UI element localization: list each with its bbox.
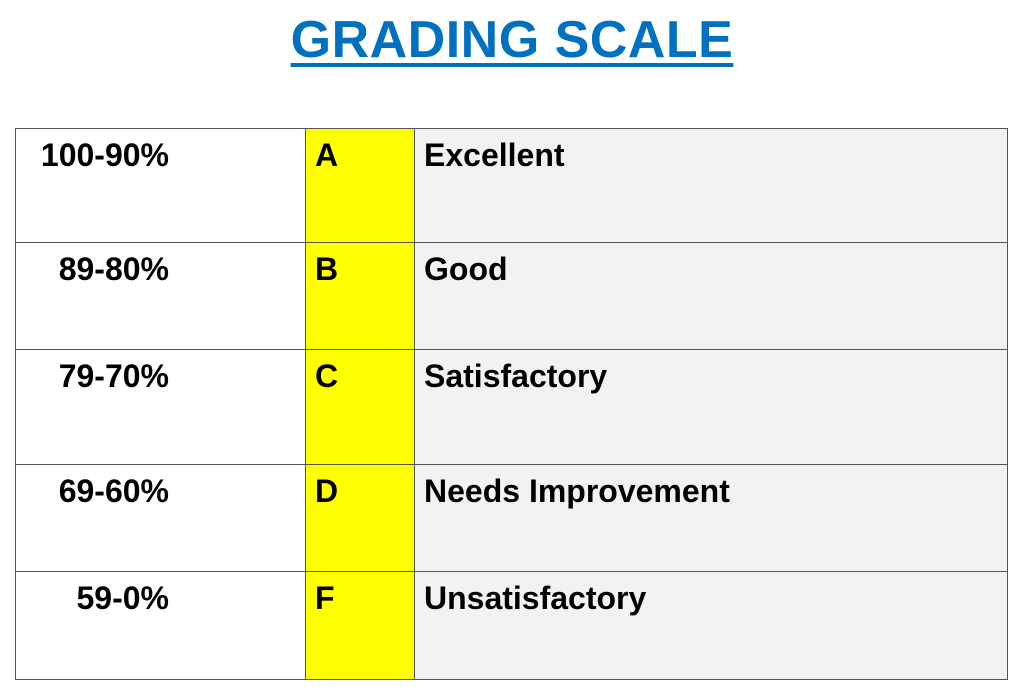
grade-range-cell: 89-80% <box>15 242 306 350</box>
grade-description-cell: Needs Improvement <box>414 464 1008 572</box>
table-row: 79-70% C Satisfactory <box>15 349 1008 465</box>
grade-description-cell: Unsatisfactory <box>414 571 1008 680</box>
grade-range-cell: 59-0% <box>15 571 306 680</box>
grade-range-cell: 100-90% <box>15 128 306 243</box>
grade-letter-cell: B <box>305 242 415 350</box>
grade-description-cell: Good <box>414 242 1008 350</box>
grade-letter-cell: F <box>305 571 415 680</box>
table-row: 89-80% B Good <box>15 242 1008 350</box>
table-row: 59-0% F Unsatisfactory <box>15 571 1008 680</box>
grade-letter-cell: C <box>305 349 415 465</box>
grade-description-cell: Satisfactory <box>414 349 1008 465</box>
grade-description-cell: Excellent <box>414 128 1008 243</box>
grade-range-cell: 69-60% <box>15 464 306 572</box>
table-row: 69-60% D Needs Improvement <box>15 464 1008 572</box>
page-title: GRADING SCALE <box>290 11 734 69</box>
grade-letter-cell: A <box>305 128 415 243</box>
grading-scale-table: 100-90% A Excellent 89-80% B Good 79-70%… <box>15 128 1008 680</box>
grade-range-cell: 79-70% <box>15 349 306 465</box>
grade-letter-cell: D <box>305 464 415 572</box>
table-row: 100-90% A Excellent <box>15 128 1008 243</box>
